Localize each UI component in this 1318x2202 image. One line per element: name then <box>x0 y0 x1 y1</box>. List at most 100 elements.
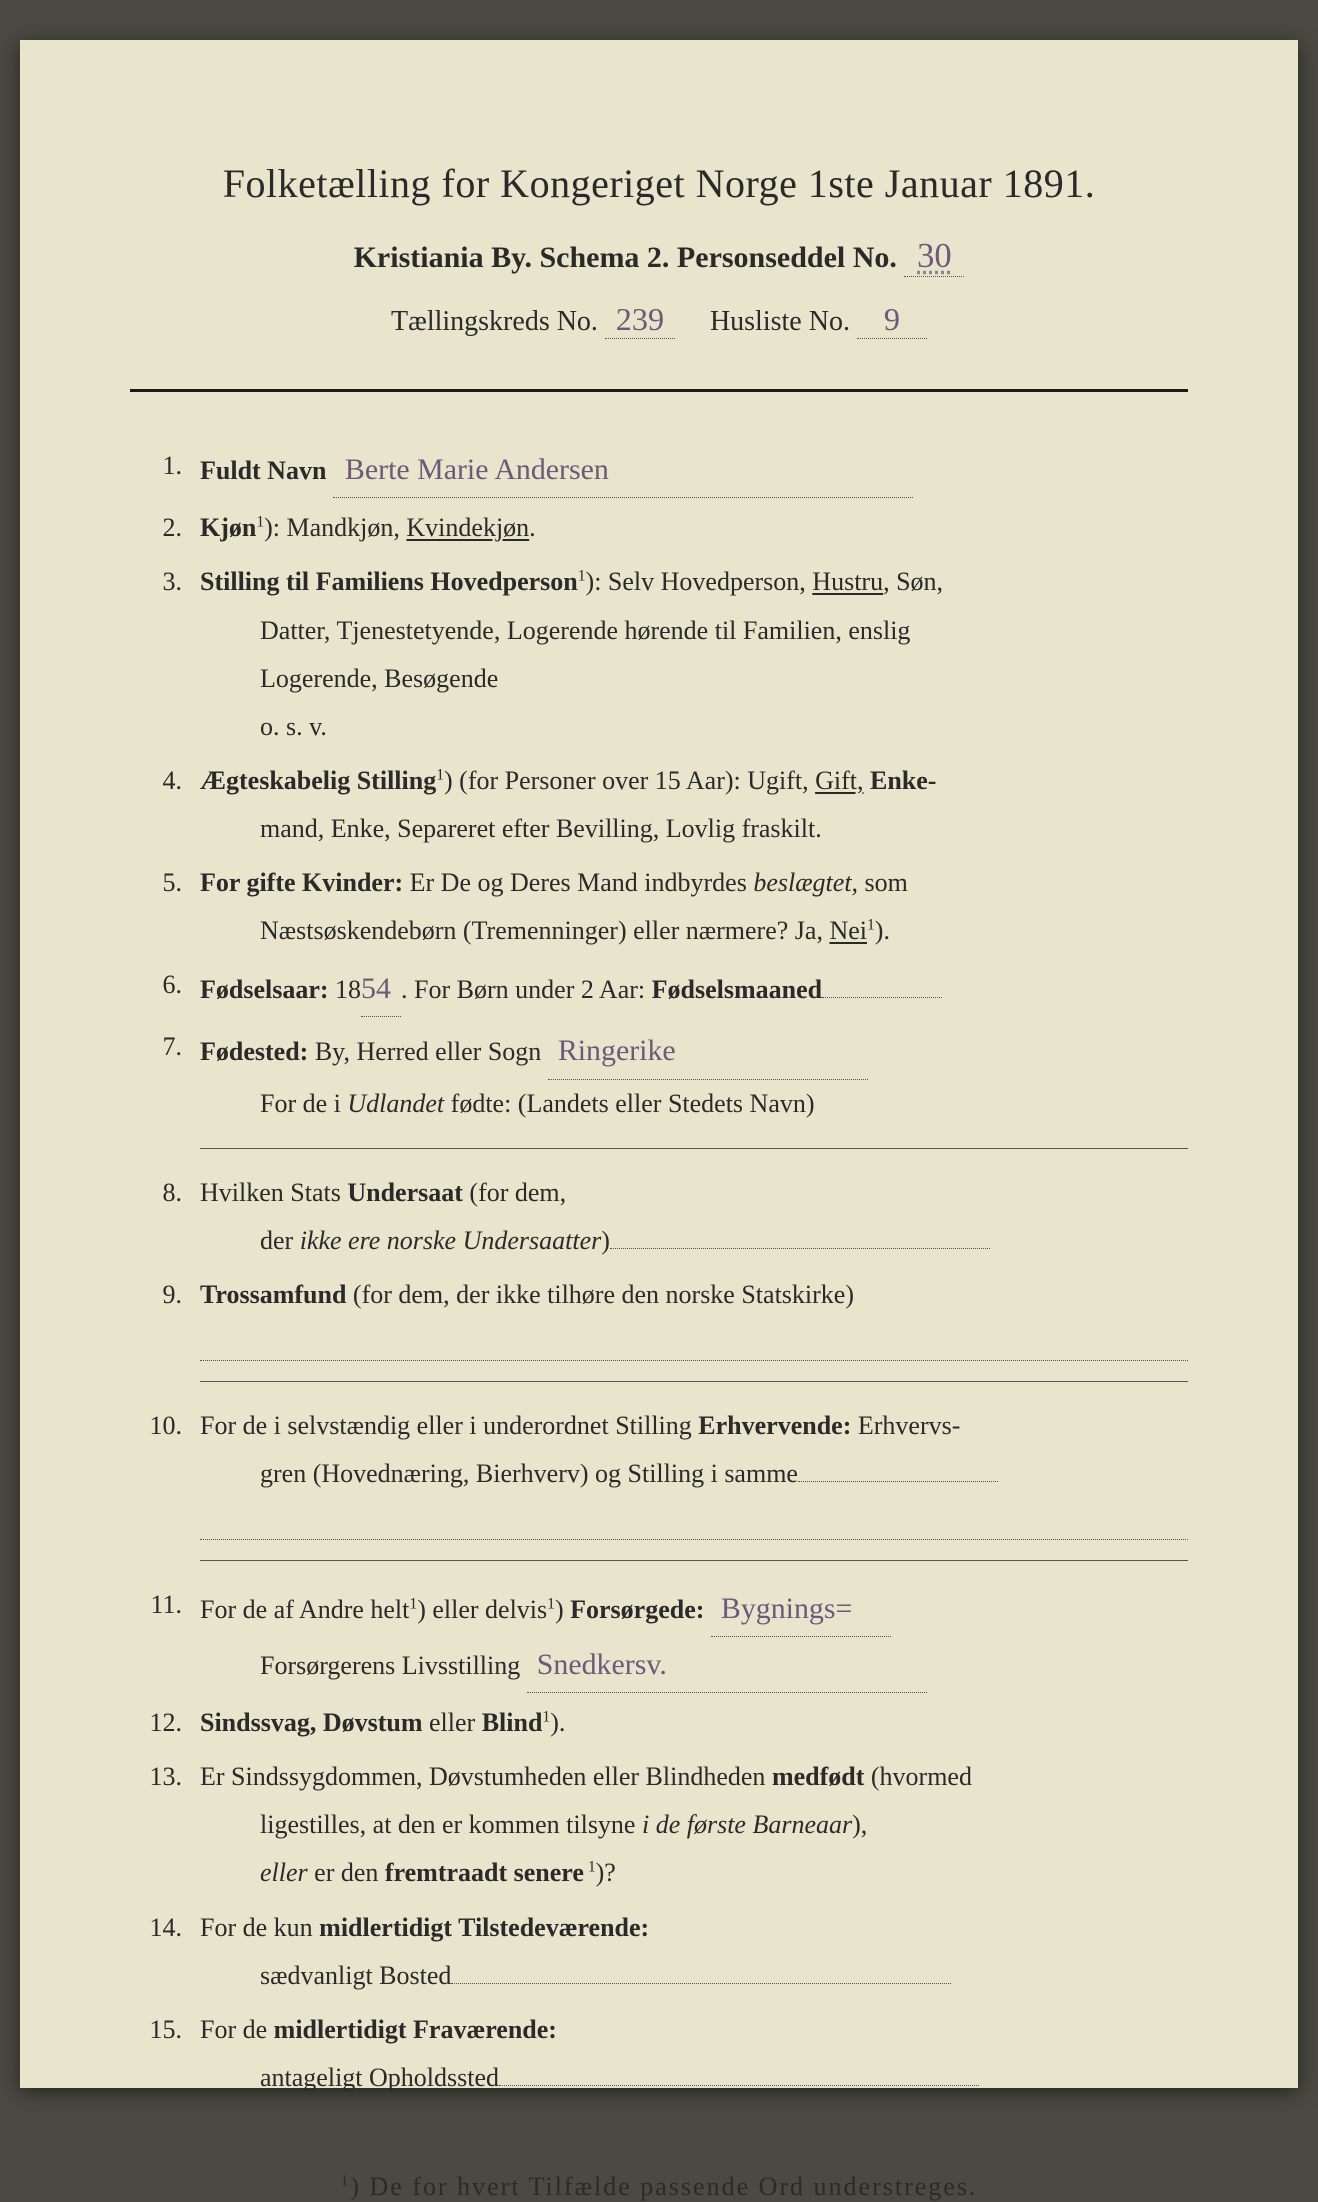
item-14-present: 14. For de kun midlertidigt Tilstedevære… <box>140 1904 1188 2000</box>
label-kjon: Kjøn <box>200 513 256 542</box>
supported-hw1: Bygnings= <box>711 1581 891 1637</box>
item-num: 4. <box>140 757 200 805</box>
item-body: Ægteskabelig Stilling1) (for Personer ov… <box>200 757 1188 853</box>
item-body: For de midlertidigt Fraværende: antageli… <box>200 2006 1188 2102</box>
item-num: 3. <box>140 558 200 606</box>
text: som <box>858 868 908 897</box>
title-line3: Tællingskreds No. 239 Husliste No. 9 <box>130 301 1188 339</box>
item-num: 7. <box>140 1023 200 1071</box>
footnote-text: ) De for hvert Tilfælde passende Ord und… <box>350 2172 977 2201</box>
section-rule-1 <box>200 1148 1188 1149</box>
item-body: Fødselsaar: 1854. For Børn under 2 Aar: … <box>200 961 1188 1017</box>
item-body: Fødested: By, Herred eller Sogn Ringerik… <box>200 1023 1188 1127</box>
text: gren (Hovednæring, Bierhverv) og Stillin… <box>260 1459 798 1488</box>
item-11-supported: 11. For de af Andre helt1) eller delvis1… <box>140 1581 1188 1694</box>
absent-value <box>499 2085 979 2086</box>
birthyear-value: 54 <box>361 961 401 1017</box>
item-num: 14. <box>140 1904 200 1952</box>
prefix: 18 <box>329 975 362 1004</box>
text: ) <box>601 1226 610 1255</box>
bold-fravaer: midlertidigt Fraværende: <box>274 2015 557 2044</box>
label-aegte: Ægteskabelig Stilling <box>200 766 436 795</box>
text: ) (for Personer over 15 Aar): Ugift, <box>444 766 815 795</box>
item-num: 12. <box>140 1699 200 1747</box>
line2: mand, Enke, Separeret efter Bevilling, L… <box>200 805 1188 853</box>
item-num: 2. <box>140 504 200 552</box>
line2: gren (Hovednæring, Bierhverv) og Stillin… <box>200 1450 1188 1498</box>
line2: der ikke ere norske Undersaatter) <box>200 1217 1188 1265</box>
label-gifte: For gifte Kvinder: <box>200 868 403 897</box>
text: (for dem, <box>463 1178 566 1207</box>
occupation-value <box>798 1481 998 1482</box>
item-body: Kjøn1): Mandkjøn, Kvindekjøn. <box>200 504 1188 552</box>
italic: eller <box>260 1858 308 1887</box>
item-9-religion: 9. Trossamfund (for dem, der ikke tilhør… <box>140 1271 1188 1361</box>
text: ) eller delvis <box>417 1595 547 1624</box>
personseddel-no: 30 <box>904 237 964 277</box>
sup: 1 <box>578 568 586 585</box>
item-body: Stilling til Familiens Hovedperson1): Se… <box>200 558 1188 750</box>
text: er den <box>308 1858 385 1887</box>
item-1-name: 1. Fuldt Navn Berte Marie Andersen <box>140 442 1188 498</box>
sup: 1 <box>547 1595 555 1612</box>
sex-selected: Kvindekjøn <box>406 513 529 542</box>
line2: sædvanligt Bosted <box>200 1952 1188 2000</box>
text: antageligt Opholdssted <box>260 2063 499 2092</box>
label-maaned: Fødselsmaaned <box>652 975 822 1004</box>
item-num: 6. <box>140 961 200 1009</box>
form-header: Folketælling for Kongeriget Norge 1ste J… <box>130 160 1188 339</box>
label-stilling: Stilling til Familiens Hovedperson <box>200 567 578 596</box>
item-3-relation: 3. Stilling til Familiens Hovedperson1):… <box>140 558 1188 750</box>
text: (hvormed <box>864 1762 972 1791</box>
item-body: For de i selvstændig eller i underordnet… <box>200 1402 1188 1540</box>
husliste-label: Husliste No. <box>710 306 850 337</box>
item-12-disability: 12. Sindssvag, Døvstum eller Blind1). <box>140 1699 1188 1747</box>
text: ligestilles, at den er kommen tilsyne <box>260 1810 642 1839</box>
mid: . For Børn under 2 Aar: <box>401 975 652 1004</box>
text: fødte: (Landets eller Stedets Navn) <box>444 1089 814 1118</box>
present-value <box>451 1983 951 1984</box>
item-5-related: 5. For gifte Kvinder: Er De og Deres Man… <box>140 859 1188 955</box>
text: ), <box>852 1810 867 1839</box>
line2: Forsørgerens Livsstilling Snedkersv. <box>200 1637 1188 1693</box>
item-num: 9. <box>140 1271 200 1319</box>
text: For de af Andre helt <box>200 1595 409 1624</box>
item-body: Trossamfund (for dem, der ikke tilhøre d… <box>200 1271 1188 1361</box>
name-value: Berte Marie Andersen <box>333 442 913 498</box>
tail: )? <box>596 1858 616 1887</box>
label-fodselsaar: Fødselsaar: <box>200 975 329 1004</box>
tail: ). <box>875 916 890 945</box>
item-8-citizen: 8. Hvilken Stats Undersaat (for dem, der… <box>140 1169 1188 1265</box>
italic: beslægtet, <box>753 868 858 897</box>
related-selected: Nei <box>829 916 867 945</box>
item-body: For de af Andre helt1) eller delvis1) Fo… <box>200 1581 1188 1694</box>
text: For de i <box>260 1089 347 1118</box>
footnote: 1) De for hvert Tilfælde passende Ord un… <box>130 2172 1188 2202</box>
line4: o. s. v. <box>200 703 1188 751</box>
item-4-marital: 4. Ægteskabelig Stilling1) (for Personer… <box>140 757 1188 853</box>
supported-hw2: Snedkersv. <box>527 1637 927 1693</box>
item-2-sex: 2. Kjøn1): Mandkjøn, Kvindekjøn. <box>140 504 1188 552</box>
line3: eller er den fremtraadt senere 1)? <box>200 1849 1188 1897</box>
text: Hvilken Stats <box>200 1178 347 1207</box>
item-body: Fuldt Navn Berte Marie Andersen <box>200 442 1188 498</box>
label-sindssvag: Sindssvag, Døvstum <box>200 1708 423 1737</box>
mid: eller <box>423 1708 482 1737</box>
item-body: Er Sindssygdommen, Døvstumheden eller Bl… <box>200 1753 1188 1897</box>
text: By, Herred eller Sogn <box>308 1037 541 1066</box>
item-num: 15. <box>140 2006 200 2054</box>
text: , Søn, <box>883 567 943 596</box>
text: ) <box>555 1595 570 1624</box>
item-body: Hvilken Stats Undersaat (for dem, der ik… <box>200 1169 1188 1265</box>
item-num: 8. <box>140 1169 200 1217</box>
item-body: For de kun midlertidigt Tilstedeværende:… <box>200 1904 1188 2000</box>
religion-value <box>200 1319 1188 1361</box>
text: For de kun <box>200 1913 319 1942</box>
label-fuldt-navn: Fuldt Navn <box>200 456 326 485</box>
text: Er De og Deres Mand indbyrdes <box>403 868 753 897</box>
husliste-no: 9 <box>857 301 927 339</box>
section-rule-2 <box>200 1381 1188 1382</box>
text: For de i selvstændig eller i underordnet… <box>200 1411 698 1440</box>
census-form-page: Folketælling for Kongeriget Norge 1ste J… <box>20 40 1298 2088</box>
item-body: Sindssvag, Døvstum eller Blind1). <box>200 1699 1188 1747</box>
